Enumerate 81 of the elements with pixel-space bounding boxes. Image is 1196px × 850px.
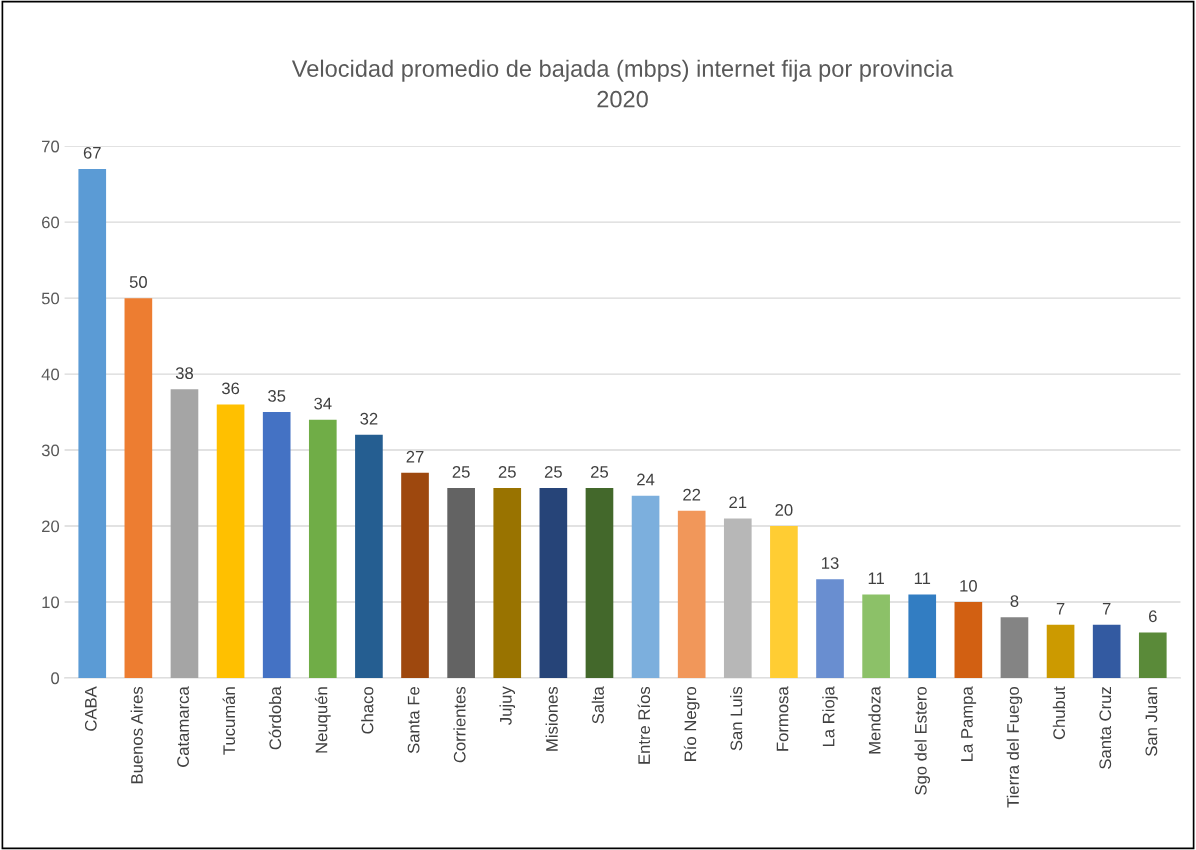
bar <box>1138 632 1167 678</box>
data-label: 11 <box>868 572 884 584</box>
x-tick-label: Santa Cruz <box>1099 687 1112 769</box>
bar <box>262 412 291 678</box>
data-label: 8 <box>1010 595 1019 607</box>
y-tick-label: 20 <box>42 520 60 533</box>
bar <box>677 510 706 678</box>
data-label: 13 <box>822 557 839 569</box>
bar <box>1092 624 1121 678</box>
bar <box>401 472 429 678</box>
bar <box>308 419 337 678</box>
bar <box>447 488 475 678</box>
x-tick-label: Tierra del Fuego <box>1006 686 1023 808</box>
data-label: 24 <box>637 473 655 486</box>
x-tick-label: San Juan <box>1145 687 1158 756</box>
x-tick-label: Córdoba <box>268 686 282 750</box>
data-label: 20 <box>775 503 793 516</box>
y-tick-label: 10 <box>42 596 60 609</box>
bar <box>723 518 752 678</box>
data-label: 32 <box>360 412 378 425</box>
y-tick-label: 0 <box>51 672 60 685</box>
x-tick-label: Chubut <box>1052 686 1066 740</box>
y-tick-label: 60 <box>42 216 60 229</box>
y-tick-label: 50 <box>41 292 60 305</box>
x-tick-label: La Rioja <box>822 686 838 747</box>
bar <box>954 601 983 678</box>
bar <box>216 404 245 678</box>
data-label: 35 <box>268 390 286 402</box>
data-label: 25 <box>591 466 609 478</box>
data-label: 25 <box>544 466 562 478</box>
data-label: 7 <box>1102 602 1111 615</box>
bar <box>78 168 107 678</box>
x-tick-label: Salta <box>591 686 604 724</box>
data-label: 22 <box>683 488 701 501</box>
y-tick-label: 40 <box>41 368 60 381</box>
data-label: 6 <box>1149 610 1157 623</box>
x-tick-label: Río Negro <box>683 686 700 761</box>
x-tick-label: Mendoza <box>868 686 881 754</box>
bar <box>493 488 522 678</box>
x-tick-label: Entre Ríos <box>637 686 651 764</box>
x-tick-label: Jujuy <box>499 686 516 725</box>
data-label: 38 <box>175 367 194 380</box>
data-label: 7 <box>1056 602 1065 615</box>
data-label: 25 <box>498 466 516 478</box>
bar <box>816 579 844 678</box>
x-tick-label: Neuquén <box>314 687 331 753</box>
bar <box>124 298 153 678</box>
data-label: 10 <box>960 579 977 592</box>
y-tick-label: 70 <box>42 140 60 153</box>
bar <box>1046 624 1075 678</box>
bar <box>862 594 890 678</box>
bar <box>908 594 937 678</box>
bar <box>170 389 199 678</box>
bar <box>631 495 660 678</box>
bar <box>770 526 798 678</box>
data-label: 25 <box>452 466 470 478</box>
x-tick-label: Santa Fe <box>407 687 420 754</box>
bar <box>355 434 383 678</box>
x-tick-label: La Pampa <box>961 686 977 761</box>
x-tick-label: Catamarca <box>177 686 189 767</box>
x-tick-label: Misiones <box>545 686 558 751</box>
data-label: 34 <box>314 397 332 410</box>
y-tick-label: 30 <box>41 444 60 457</box>
data-label: 36 <box>221 382 240 395</box>
bar <box>585 488 614 678</box>
x-tick-label: Chaco <box>361 686 374 734</box>
x-tick-label: Tucumán <box>222 687 236 755</box>
x-tick-label: San Luis <box>730 686 743 751</box>
data-label: 21 <box>729 496 747 509</box>
bar <box>539 488 568 678</box>
data-label: 11 <box>914 572 931 584</box>
x-tick-label: Buenos Aires <box>130 686 143 784</box>
chart-title: Velocidad promedio de bajada (mbps) internet fija por provincia 2020 <box>291 59 954 108</box>
x-tick-label: Corrientes <box>453 686 466 763</box>
data-label: 27 <box>406 450 424 463</box>
x-tick-label: Formosa <box>776 686 789 751</box>
bar <box>1000 617 1029 678</box>
data-label: 50 <box>129 276 147 288</box>
x-tick-label: CABA <box>84 686 97 731</box>
x-tick-label: Sgo del Estero <box>914 686 930 795</box>
data-label: 67 <box>83 146 101 159</box>
